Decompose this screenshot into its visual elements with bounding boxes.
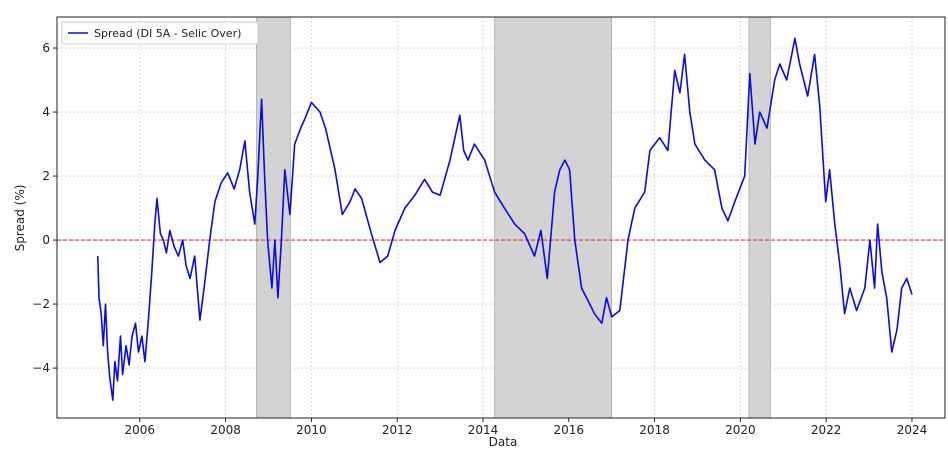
plot-frame (56, 16, 946, 419)
x-tick-label: 2014 (468, 423, 499, 437)
y-tick-label: 4 (42, 105, 50, 119)
x-axis-label: Data (489, 435, 518, 449)
x-tick-label: 2006 (125, 423, 156, 437)
y-tick-label: 2 (42, 169, 50, 183)
x-tick-label: 2008 (210, 423, 241, 437)
x-tick-label: 2018 (639, 423, 670, 437)
x-tick-label: 2016 (554, 423, 585, 437)
x-tick-label: 2020 (725, 423, 756, 437)
legend-label: Spread (DI 5A - Selic Over) (94, 27, 241, 40)
legend: Spread (DI 5A - Selic Over) (61, 21, 259, 45)
x-tick-label: 2012 (382, 423, 413, 437)
x-tick-label: 2024 (897, 423, 928, 437)
legend-box (61, 21, 259, 45)
data-line (97, 37, 913, 401)
y-tick-label: 6 (42, 41, 50, 55)
shaded-period (256, 16, 291, 419)
y-axis-label: Spread (%) (13, 185, 27, 252)
shaded-period (748, 16, 771, 419)
x-tick-label: 2022 (811, 423, 842, 437)
y-tick-label: 0 (42, 233, 50, 247)
y-tick-label: −4 (32, 361, 50, 375)
y-tick-label: −2 (32, 297, 50, 311)
x-tick-label: 2010 (296, 423, 327, 437)
